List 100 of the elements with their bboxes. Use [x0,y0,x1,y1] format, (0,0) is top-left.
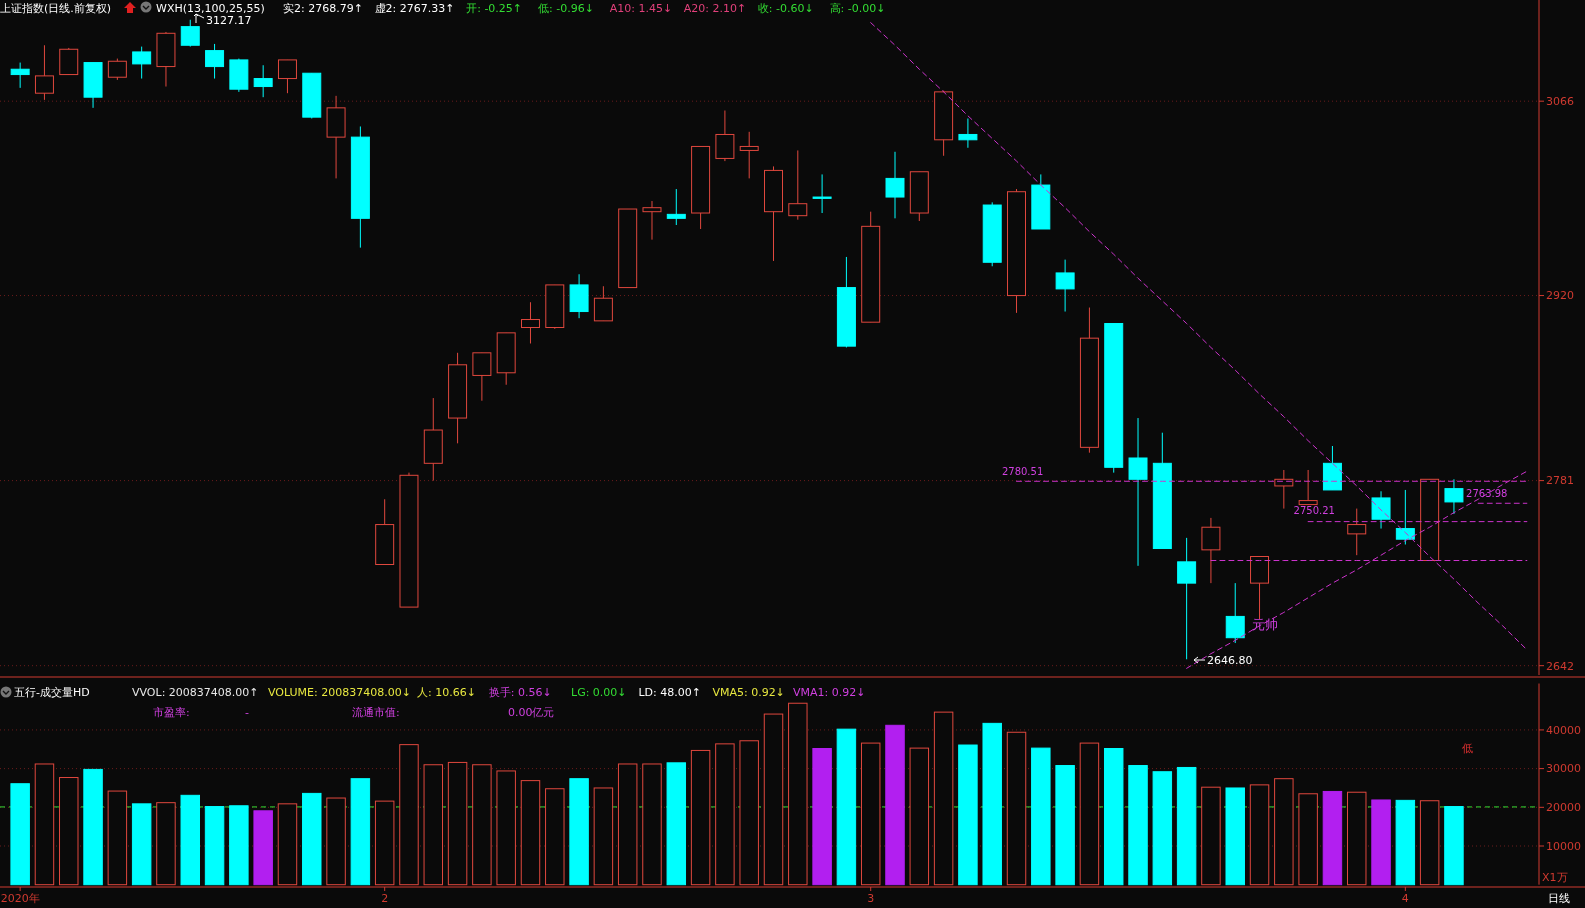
annotation: 换手: 0.56↓ [488,686,552,699]
bar [1274,778,1294,886]
bar [593,787,614,886]
candlestick [205,43,225,80]
annotation: 五行-成交量HD [14,686,90,699]
bar [34,763,55,886]
y-tick-label: 20000 [1546,801,1581,815]
y-tick-label: 10000 [1546,839,1581,853]
bar [933,711,954,886]
bar [229,805,249,886]
candlestick [812,173,832,214]
annotation: 2780.51 [1001,466,1044,478]
bar [982,722,1002,886]
bar [885,724,905,886]
bar [836,728,857,886]
annotation: 流通市值: [352,706,400,719]
bar [131,803,152,886]
bar [812,748,832,886]
bar [1176,766,1197,886]
candlestick [788,149,808,221]
annotation: 收: -0.60↓ [757,2,814,15]
bar [1298,793,1318,886]
annotation: 市盈率: [153,706,190,719]
annotation: LG: 0.00↓ [571,686,627,699]
bar [666,762,687,886]
annotation: VMA1: 0.92↓ [793,686,866,699]
bar [83,768,103,886]
candlestick [472,352,492,402]
annotation: 上证指数(日线.前复权) [0,2,112,15]
bar [107,790,128,886]
bar [1395,799,1416,886]
bar [569,778,589,886]
bar [350,778,371,886]
candlestick [739,131,759,179]
bar [545,788,565,886]
bar [374,800,395,886]
candlestick [1444,478,1464,515]
candlestick [1347,508,1367,556]
candlestick [666,188,686,226]
annotation: 2750.21 [1293,504,1335,516]
candlestick [1177,537,1197,660]
bar [909,747,930,886]
annotation: 元帅 [1252,617,1279,633]
bar [1201,786,1221,886]
annotation: LD: 48.00↑ [638,686,701,699]
y-tick-label: 40000 [1546,723,1581,737]
annotation: 虚2: 2767.33↑ [374,2,455,15]
candlestick [10,62,30,89]
bar [520,780,541,886]
bar [1055,765,1075,886]
annotation: 人: 10.66↓ [417,686,476,699]
bar [156,802,176,886]
candlestick [1225,582,1245,644]
candlestick [107,58,127,81]
candlestick [1055,259,1075,313]
candlestick [593,285,613,322]
candlestick [253,64,273,98]
bar [642,763,662,886]
candlestick [1298,469,1318,506]
annotation: - [245,706,249,719]
bar [860,742,881,886]
bar [204,806,225,886]
bar [763,713,784,886]
x-tick-label: 2 [381,892,389,905]
bar [1322,790,1343,886]
bar [10,783,30,886]
bar [1152,771,1173,886]
annotation: 低 [1462,742,1473,755]
candlestick [642,200,662,241]
annotation: 低: -0.96↓ [538,2,594,15]
x-tick-label: 2020年 [0,892,40,905]
x-tick-label: 4 [1401,892,1409,905]
x-tick-label: 3 [867,892,875,905]
annotation: 实2: 2768.79↑ [283,2,363,15]
candlestick [1371,490,1391,530]
y-tick-label: 2642 [1546,659,1574,673]
annotation: 开: -0.25↑ [466,2,523,15]
annotation: 2763.98 [1466,488,1508,500]
bar [690,749,711,886]
bar [1225,787,1245,886]
bar [1419,800,1440,886]
annotation: 高: -0.00↓ [829,2,886,15]
candlestick [1395,489,1415,546]
bar [447,761,468,886]
bar [399,744,419,886]
bar [253,810,273,886]
annotation: VOLUME: 200837408.00↓ [268,686,411,699]
candlestick [958,117,978,149]
bar [423,764,444,886]
bar [617,763,638,886]
bar [180,794,200,886]
candlestick [132,46,152,80]
annotation: A20: 2.10↑ [683,2,747,15]
y-tick-label: 2781 [1546,474,1574,488]
candlestick [1274,469,1294,510]
y-tick-label: 30000 [1546,762,1581,776]
bar [1031,747,1051,886]
bar [1128,765,1148,886]
candlestick [1201,517,1221,584]
y-tick-label: 2920 [1546,289,1574,303]
